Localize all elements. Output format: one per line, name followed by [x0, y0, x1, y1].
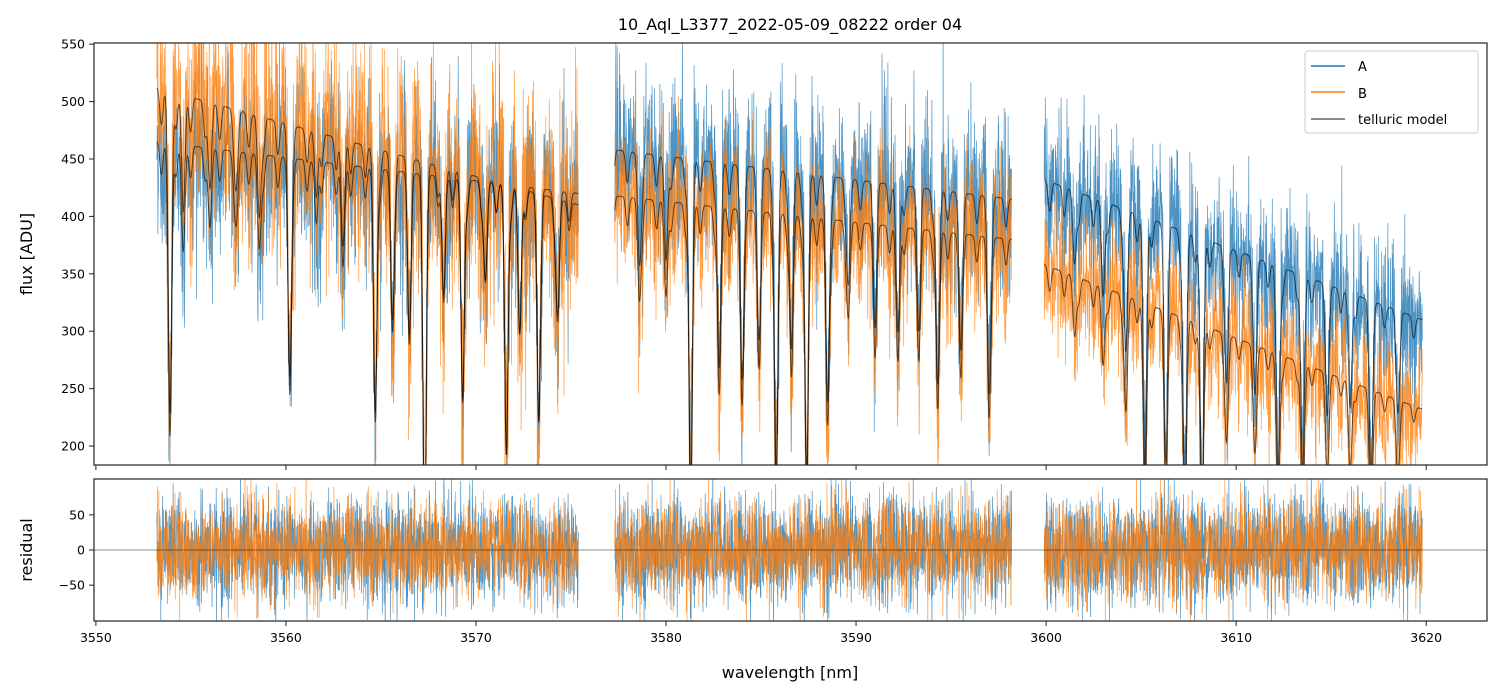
series-b-segment-1: [156, 43, 579, 465]
y-tick-label: 400: [61, 209, 85, 224]
y-tick-label: 550: [61, 37, 85, 52]
x-tick-label: 3570: [460, 630, 492, 645]
x-tick-label: 3620: [1410, 630, 1442, 645]
legend: A B telluric model: [1304, 50, 1479, 134]
x-axis-label: wavelength [nm]: [722, 663, 859, 682]
y-tick-label: 450: [61, 151, 85, 166]
residual-y-tick-label: 0: [77, 543, 85, 558]
legend-label-b: B: [1358, 87, 1367, 102]
x-tick-label: 3610: [1220, 630, 1252, 645]
y-tick-label: 200: [61, 439, 85, 454]
x-tick-label: 3600: [1030, 630, 1062, 645]
residual-plot-area: [94, 479, 1487, 621]
x-tick-label: 3560: [270, 630, 302, 645]
y-tick-label: 250: [61, 381, 85, 396]
chart-title: 10_Aql_L3377_2022-05-09_08222 order 04: [618, 15, 962, 35]
telluric-model-b-segment-2: [614, 195, 1012, 465]
residual-b-segment-2: [614, 479, 1013, 621]
telluric-model-b-segment-3: [1043, 264, 1423, 465]
top-y-axis-label: flux [ADU]: [17, 213, 36, 295]
residual-y-tick-label: 50: [69, 507, 85, 522]
legend-label-a: A: [1358, 60, 1367, 75]
telluric-model-a-segment-2: [614, 149, 1012, 465]
x-tick-label: 3550: [80, 630, 112, 645]
y-tick-label: 350: [61, 266, 85, 281]
residual-b-segment-3: [1043, 479, 1423, 621]
telluric-model-b-segment-1: [156, 87, 579, 465]
residual-y-axis-label: residual: [17, 518, 36, 581]
top-plot-area: [156, 43, 1423, 465]
y-tick-label: 500: [61, 94, 85, 109]
telluric-model-a-segment-3: [1044, 179, 1423, 465]
legend-box: [1304, 50, 1479, 134]
legend-label-telluric: telluric model: [1358, 113, 1447, 128]
series-b-segment-3: [1043, 190, 1423, 465]
x-tick-label: 3580: [650, 630, 682, 645]
residual-b-segment-1: [156, 479, 579, 621]
series-a-segment-3: [1043, 94, 1423, 465]
y-tick-label: 300: [61, 324, 85, 339]
x-tick-label: 3590: [840, 630, 872, 645]
top-axes-frame: [93, 42, 1488, 466]
residual-y-tick-label: −50: [59, 578, 85, 593]
